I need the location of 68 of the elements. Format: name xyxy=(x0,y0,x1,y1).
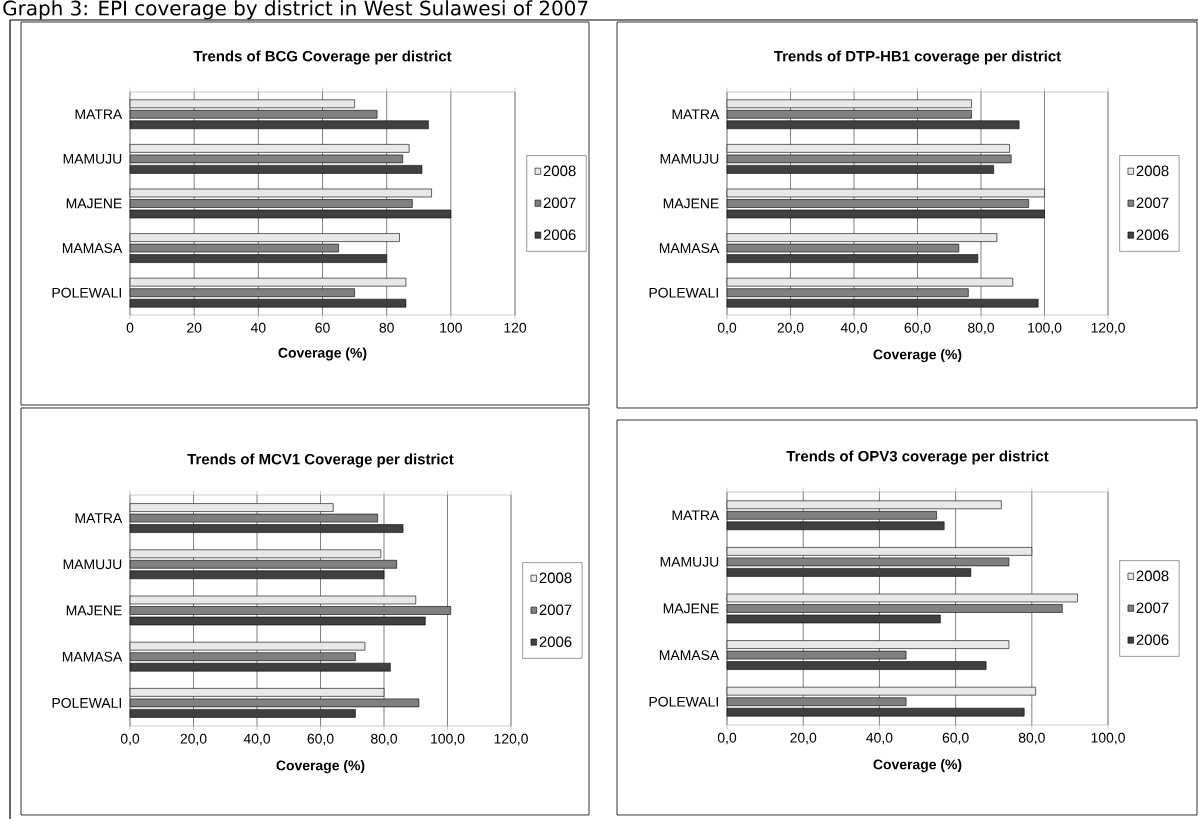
x-axis-title: Coverage (%) xyxy=(873,759,962,773)
x-tick-label: 80 xyxy=(379,322,394,333)
x-axis-title: Coverage (%) xyxy=(873,349,962,363)
x-tick-label: 0 xyxy=(126,322,134,333)
x-axis-title: Coverage (%) xyxy=(276,760,365,774)
legend-label: 2007 xyxy=(539,604,572,616)
chart-title: Trends of BCG Coverage per district xyxy=(193,50,452,65)
y-tick-label: POLEWALI xyxy=(52,287,121,298)
legend-label: 2006 xyxy=(543,229,576,241)
y-tick-label: MAJENE xyxy=(663,198,719,209)
chart-title: Trends of MCV1 Coverage per district xyxy=(187,453,454,468)
x-tick-label: 20 xyxy=(187,322,202,333)
legend-label: 2007 xyxy=(1136,197,1169,209)
y-tick-label: MAJENE xyxy=(66,605,122,616)
legend-label: 2007 xyxy=(543,197,576,209)
x-tick-label: 40,0 xyxy=(243,733,271,746)
y-tick-label: MATRA xyxy=(75,513,123,523)
x-tick-label: 20,0 xyxy=(180,733,207,746)
y-tick-label: MATRA xyxy=(672,510,720,521)
x-tick-label: 80,0 xyxy=(968,322,995,335)
chart-title: Trends of DTP-HB1 coverage per district xyxy=(774,50,1061,65)
y-tick-label: POLEWALI xyxy=(52,697,121,708)
x-tick-label: 80,0 xyxy=(371,733,398,746)
y-tick-label: MAMUJU xyxy=(63,154,122,164)
x-tick-label: 100 xyxy=(440,322,462,333)
x-tick-label: 40,0 xyxy=(866,732,893,745)
x-tick-label: 60,0 xyxy=(307,733,334,746)
x-tick-label: 60,0 xyxy=(942,732,969,745)
y-tick-label: MAMUJU xyxy=(660,154,719,164)
legend-label: 2008 xyxy=(1136,165,1169,177)
x-tick-label: 0,0 xyxy=(120,733,140,746)
x-tick-label: 20,0 xyxy=(777,322,804,335)
x-tick-label: 0,0 xyxy=(717,322,737,335)
legend-label: 2008 xyxy=(539,572,572,584)
x-tick-label: 120,0 xyxy=(1091,322,1125,335)
x-axis-title: Coverage (%) xyxy=(278,347,367,361)
legend-label: 2007 xyxy=(1136,602,1169,614)
y-tick-label: MATRA xyxy=(75,109,123,120)
legend-label: 2008 xyxy=(543,165,576,177)
x-tick-label: 120,0 xyxy=(494,733,528,746)
y-tick-label: POLEWALI xyxy=(649,287,718,298)
x-tick-label: 60,0 xyxy=(904,322,931,335)
legend-label: 2006 xyxy=(1136,229,1169,241)
y-tick-label: POLEWALI xyxy=(649,696,718,707)
y-tick-label: MAJENE xyxy=(663,603,719,614)
y-tick-label: MAMUJU xyxy=(63,559,122,570)
x-tick-label: 120 xyxy=(504,322,527,333)
y-tick-label: MAMASA xyxy=(62,651,123,662)
y-tick-label: MAMASA xyxy=(659,243,720,254)
legend-label: 2006 xyxy=(1136,634,1169,646)
y-tick-label: MATRA xyxy=(672,109,720,120)
x-tick-label: 100,0 xyxy=(1028,322,1062,335)
x-tick-label: 60 xyxy=(315,322,330,333)
caption: Graph 3: EPI coverage by district in West Sulawesi of 2007 xyxy=(3,0,588,20)
y-tick-label: MAJENE xyxy=(66,198,122,209)
x-tick-label: 100,0 xyxy=(431,733,465,746)
x-tick-label: 40 xyxy=(250,322,266,333)
y-tick-label: MAMASA xyxy=(62,243,123,254)
x-tick-label: 100,0 xyxy=(1091,732,1125,745)
x-tick-label: 0,0 xyxy=(717,732,737,745)
chart-title: Trends of OPV3 coverage per district xyxy=(786,450,1049,465)
legend-label: 2006 xyxy=(539,636,572,648)
legend-label: 2008 xyxy=(1136,570,1169,582)
x-tick-label: 40,0 xyxy=(840,322,868,335)
y-tick-label: MAMUJU xyxy=(660,557,719,567)
y-tick-label: MAMASA xyxy=(659,650,720,661)
x-tick-label: 80,0 xyxy=(1018,732,1045,745)
x-tick-label: 20,0 xyxy=(790,732,817,745)
